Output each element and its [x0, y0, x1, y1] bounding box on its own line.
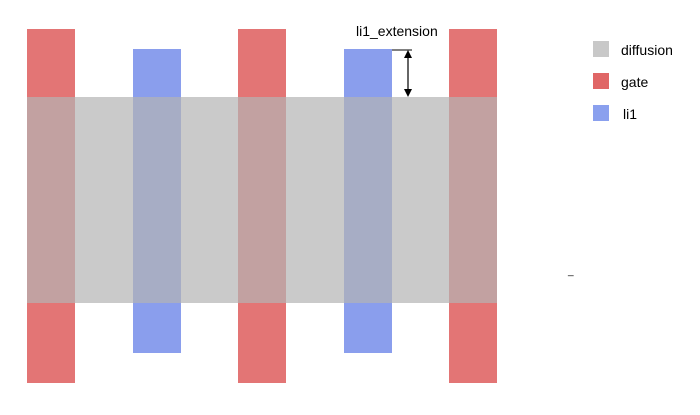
- legend-label-gate: gate: [621, 74, 648, 90]
- arrow-head-down: [404, 89, 412, 97]
- stray-mark: _: [567, 266, 574, 277]
- legend: diffusion gate li1: [593, 41, 673, 122]
- arrow-head-up: [404, 50, 412, 58]
- legend-item-gate: gate: [593, 73, 648, 90]
- legend-label-li1: li1: [623, 106, 637, 122]
- legend-swatch-li1: [593, 105, 609, 121]
- li1-extension-label: li1_extension: [356, 23, 438, 39]
- diffusion-region: [27, 97, 497, 303]
- legend-swatch-diffusion: [593, 41, 609, 57]
- legend-swatch-gate: [593, 73, 609, 89]
- legend-item-li1: li1: [593, 105, 637, 122]
- legend-label-diffusion: diffusion: [621, 42, 673, 58]
- li1-extension-annotation: li1_extension: [356, 23, 438, 97]
- legend-item-diffusion: diffusion: [593, 41, 673, 58]
